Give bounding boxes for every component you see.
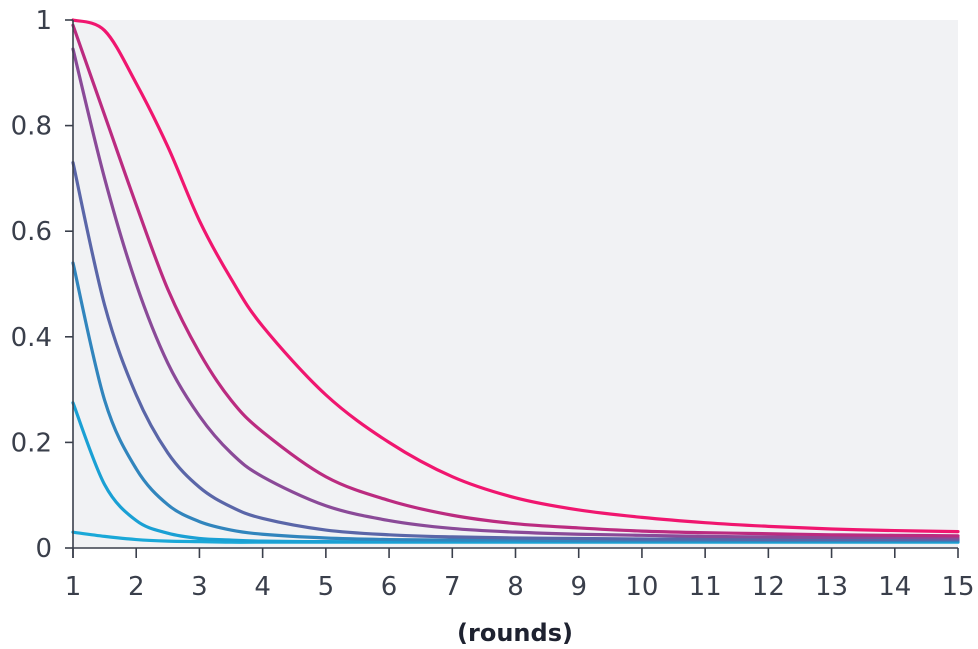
x-tick-label-6: 6 — [381, 572, 398, 602]
y-tick-label-0.6: 0.6 — [11, 217, 52, 247]
x-tick-label-7: 7 — [444, 572, 461, 602]
y-tick-label-0.8: 0.8 — [11, 112, 52, 142]
series-line-3 — [71, 47, 960, 540]
x-tick-label-2: 2 — [128, 572, 145, 602]
x-tick-label-10: 10 — [625, 572, 658, 602]
x-tick-label-14: 14 — [878, 572, 911, 602]
plot-background — [73, 20, 958, 548]
x-axis-title: (rounds) — [457, 619, 573, 647]
series-line-4 — [71, 160, 960, 542]
y-tick-label-0: 0 — [35, 534, 52, 564]
series-line-1 — [71, 18, 960, 534]
x-tick-label-9: 9 — [570, 572, 587, 602]
x-tick-label-5: 5 — [318, 572, 335, 602]
x-tick-label-15: 15 — [941, 572, 974, 602]
y-tick-labels: 0 0.2 0.4 0.6 0.8 1 — [11, 6, 52, 564]
x-tick-label-13: 13 — [815, 572, 848, 602]
y-tick-label-0.4: 0.4 — [11, 323, 52, 353]
x-tick-label-3: 3 — [191, 572, 208, 602]
x-tick-label-8: 8 — [507, 572, 524, 602]
axes-layer — [65, 19, 959, 558]
x-tick-labels: 1 2 3 4 5 6 7 8 9 10 11 12 13 14 15 — [65, 572, 975, 602]
series-layer — [71, 18, 960, 544]
x-tick-label-4: 4 — [254, 572, 271, 602]
x-tick-label-12: 12 — [752, 572, 785, 602]
series-line-2 — [71, 23, 960, 538]
y-tick-label-1: 1 — [35, 6, 52, 36]
y-tick-label-0.2: 0.2 — [11, 428, 52, 458]
x-tick-label-11: 11 — [689, 572, 722, 602]
x-tick-label-1: 1 — [65, 572, 82, 602]
